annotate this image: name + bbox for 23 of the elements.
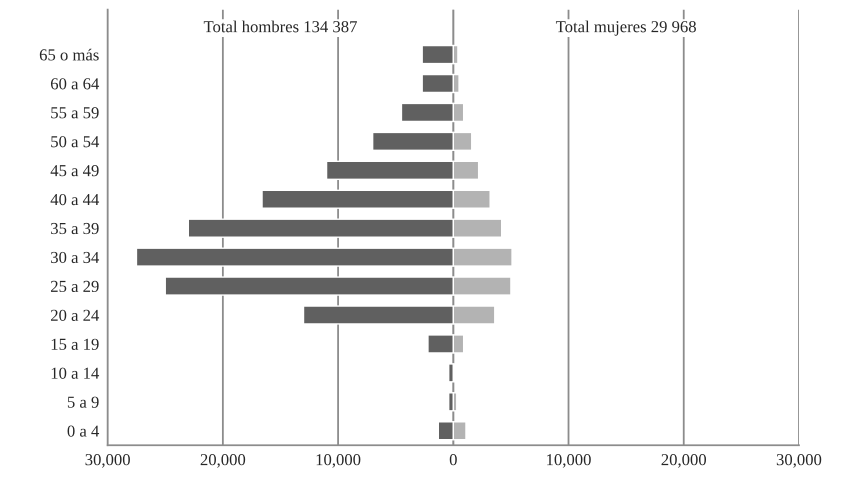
y-tick-label: 45 a 49 xyxy=(50,165,99,176)
x-tick-label: 20,000 xyxy=(662,454,706,468)
y-tick-label: 5 a 9 xyxy=(68,396,99,408)
y-tick-label: 60 a 64 xyxy=(50,78,100,90)
y-tick-label: 65 o más xyxy=(40,48,99,60)
x-tick-label: 30,000 xyxy=(86,454,130,468)
y-tick-label: 20 a 24 xyxy=(50,310,100,321)
y-tick-label: 35 a 39 xyxy=(51,222,99,234)
y-tick-label: 0 a 4 xyxy=(68,425,100,437)
y-tick-label: 15 a 19 xyxy=(52,338,99,350)
x-tick-label: 30,000 xyxy=(776,454,822,468)
y-tick-label: 55 a 59 xyxy=(51,107,99,118)
x-tick-label: 20,000 xyxy=(200,454,246,468)
x-tick-label: 0 xyxy=(450,454,457,466)
x-tick-label: 10,000 xyxy=(316,454,360,468)
y-tick-label: 50 a 54 xyxy=(51,136,100,148)
annotation: Total hombres 134 387 xyxy=(204,20,357,32)
y-tick-label: 40 a 44 xyxy=(50,194,100,206)
y-tick-label: 30 a 34 xyxy=(51,252,100,264)
x-tick-label: 10,000 xyxy=(547,454,591,468)
annotation: Total mujeres 29 968 xyxy=(556,20,696,36)
y-tick-label: 25 a 29 xyxy=(50,280,99,292)
y-tick-label: 10 a 14 xyxy=(52,368,100,379)
